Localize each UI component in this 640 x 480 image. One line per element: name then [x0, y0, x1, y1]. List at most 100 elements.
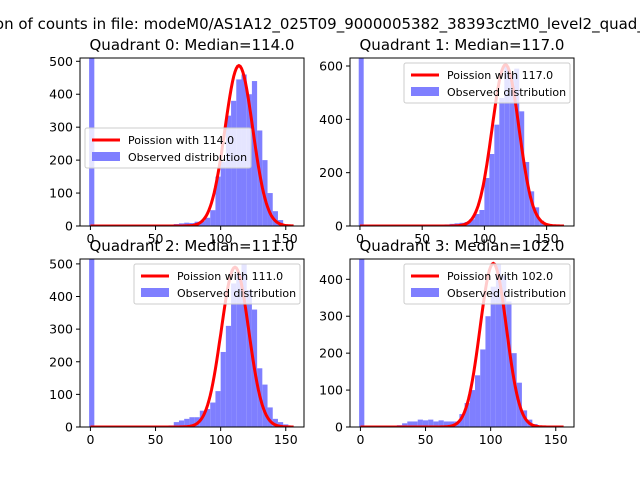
histogram-bar [215, 176, 221, 226]
histogram-bar-zero-spike [358, 58, 364, 226]
histogram-bar [272, 418, 278, 427]
legend-label-observed: Observed distribution [447, 287, 566, 300]
legend: Poission with 111.0 Observed distribution [133, 263, 301, 305]
histogram-bar [199, 221, 206, 226]
histogram-bar [225, 325, 232, 427]
y-tick-label: 400 [319, 272, 343, 287]
legend-box [84, 127, 252, 169]
y-tick-label: 0 [335, 219, 343, 234]
axes-frame [79, 57, 305, 227]
histogram-bar [464, 403, 470, 427]
histogram-bar [506, 301, 512, 427]
poisson-curve [360, 261, 564, 427]
histogram-bar [514, 68, 520, 226]
y-tick-label: 0 [65, 420, 73, 435]
quadrant-1-panel: 0 50 100 150 0 200 400 600 Quadrant 1: Median=11… [319, 36, 575, 246]
poisson-curve [360, 62, 564, 226]
quadrant-title: Quadrant 0: Median=114.0 [90, 36, 295, 54]
x-tick-label: 150 [535, 231, 559, 246]
histogram-bar-zero-spike [359, 259, 365, 427]
histogram-bar [417, 419, 423, 427]
histogram-bar [241, 263, 247, 427]
axes-frame [349, 258, 575, 428]
quadrant-3-panel: 0 50 100 150 0 100 200 300 400 Quadrant 3: Median… [319, 237, 575, 447]
x-tick-label: 0 [86, 432, 94, 447]
x-tick-label: 100 [479, 432, 503, 447]
axes-frame [79, 258, 305, 428]
histogram-bar [485, 316, 491, 427]
histogram-bar [459, 414, 465, 427]
histogram-bar [267, 407, 273, 427]
histogram-bar [494, 124, 500, 226]
y-tick-label: 0 [65, 219, 73, 234]
y-tick-label: 200 [49, 354, 73, 369]
y-tick-label: 0 [335, 420, 343, 435]
plot-area [89, 259, 294, 427]
histogram-bar [210, 210, 216, 226]
poisson-curve [90, 265, 294, 427]
quadrant-2-panel: 0 50 100 150 0 100 200 300 400 500 Quadrant 2: Med… [49, 237, 305, 447]
histogram-bar [189, 417, 195, 427]
y-tick-label: 200 [49, 153, 73, 168]
y-tick-label: 500 [49, 256, 73, 271]
x-tick-label: 0 [86, 231, 94, 246]
histogram-bar [524, 162, 530, 226]
histogram-bar [246, 289, 252, 427]
legend-label-poisson: Poission with 117.0 [447, 69, 553, 82]
y-tick-label: 500 [49, 54, 73, 69]
histogram-bar [184, 418, 190, 427]
histogram-bar [499, 98, 505, 226]
histogram-bar [178, 420, 185, 427]
histogram-bar [272, 211, 278, 226]
y-tick-label: 300 [319, 309, 343, 324]
histogram-bar [262, 384, 268, 427]
y-tick-label: 300 [49, 322, 73, 337]
legend-patch-swatch [92, 152, 120, 161]
histogram-bar [469, 219, 475, 226]
x-tick-label: 50 [418, 432, 434, 447]
x-tick-label: 100 [209, 231, 233, 246]
histogram-bar [184, 222, 190, 226]
histogram-bar [412, 421, 418, 427]
histogram-bar [428, 419, 434, 427]
y-tick-label: 200 [319, 165, 343, 180]
legend-box [403, 263, 571, 305]
histogram-bar [402, 423, 408, 427]
histogram-bar [205, 409, 211, 427]
histogram-bar [251, 81, 258, 226]
plot-area [359, 259, 564, 427]
quadrant-0-panel: 0 50 100 150 0 100 200 300 400 500 Quadrant 0: Med… [49, 36, 305, 246]
histogram-bar [210, 402, 216, 427]
y-tick-label: 600 [319, 59, 343, 74]
histogram-bar [407, 421, 413, 427]
legend-label-poisson: Poission with 111.0 [177, 270, 283, 283]
histogram-bar [529, 191, 535, 226]
legend-label-observed: Observed distribution [177, 287, 296, 300]
legend-label-poisson: Poission with 102.0 [447, 270, 553, 283]
histogram-bar [277, 422, 284, 427]
histogram-bar [474, 214, 480, 226]
legend: Poission with 117.0 Observed distribution [403, 62, 571, 104]
x-tick-label: 0 [356, 432, 364, 447]
histogram-bar [490, 286, 496, 427]
histogram-bar [501, 275, 507, 427]
histogram-bar [443, 421, 449, 427]
histogram-bar [495, 264, 502, 427]
histogram-bar [422, 420, 429, 427]
histogram-bar [519, 111, 525, 226]
histogram-bar-zero-spike [89, 259, 95, 427]
legend-patch-swatch [411, 288, 439, 297]
histogram-bar [433, 421, 439, 427]
histogram-bar [438, 420, 444, 427]
x-tick-label: 50 [148, 432, 164, 447]
x-tick-label: 150 [544, 432, 568, 447]
histogram-bar [448, 421, 455, 427]
y-tick-label: 100 [49, 387, 73, 402]
legend-patch-swatch [411, 87, 439, 96]
histogram-bar [205, 217, 211, 226]
quadrant-title: Quadrant 2: Median=111.0 [90, 237, 295, 255]
histogram-bar [220, 351, 226, 427]
legend: Poission with 114.0 Observed distribution [84, 127, 252, 169]
y-tick-label: 100 [49, 186, 73, 201]
y-tick-label: 100 [319, 383, 343, 398]
